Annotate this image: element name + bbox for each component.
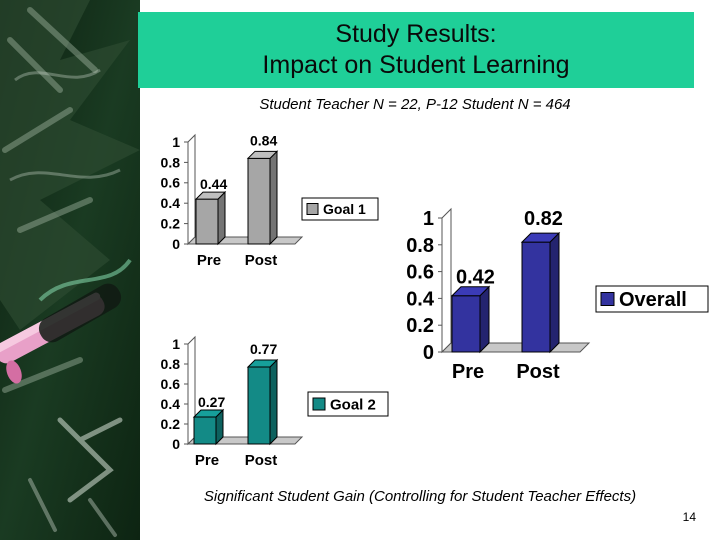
chart-goal2-ytick-label: 1 <box>172 336 180 352</box>
chart-overall-bar-top <box>520 232 561 243</box>
chart-overall-data-label: 0.82 <box>524 208 563 230</box>
title-banner: Study Results: Impact on Student Learnin… <box>138 12 694 88</box>
chart-goal1-data-label: 0.84 <box>250 132 277 148</box>
chart-goal2-bar-top <box>192 409 225 418</box>
chart-goal1-bar-post <box>247 157 271 245</box>
chart-goal2-bar-pre <box>193 416 217 445</box>
chart-goal2-bar-post <box>247 366 271 445</box>
chart-overall-bar-side <box>479 285 490 354</box>
chart-goal1-ytick-label: 0.8 <box>161 154 181 170</box>
chart-goal2-ytick-label: 0.2 <box>161 416 181 432</box>
chart-goal2-bar-top <box>246 359 279 368</box>
chart-goal1-bar-pre <box>195 198 219 245</box>
chart-goal1-ytick-label: 0 <box>172 236 180 252</box>
chart-goal1-category-label: Pre <box>197 252 221 269</box>
chart-overall-bar-top <box>450 286 491 297</box>
chalkboard-decoration <box>0 0 140 540</box>
chart-overall-ytick-label: 0.4 <box>406 288 435 310</box>
chart-goal1-ytick-label: 0.2 <box>161 216 181 232</box>
chart-overall-legend <box>595 285 709 313</box>
chart-goal2-bar-side <box>269 358 278 446</box>
slide-subtitle: Student Teacher N = 22, P-12 Student N =… <box>259 96 571 113</box>
chart-goal2-category-label: Pre <box>195 452 219 469</box>
chart-goal1-data-label: 0.44 <box>200 176 227 192</box>
chart-goal1-category-label: Post <box>245 252 278 269</box>
chart-goal2-category-label: Post <box>245 452 278 469</box>
chart-goal2-data-label: 0.27 <box>198 394 225 410</box>
chart-goal2-ytick-label: 0.4 <box>161 396 181 412</box>
chart-goal1-bar-top <box>246 150 279 159</box>
chart-goal2-data-label: 0.77 <box>250 341 277 357</box>
chart-overall-ytick-label: 0 <box>423 342 434 364</box>
chart-goal2-legend-label: Goal 2 <box>330 396 376 413</box>
overall-chart: 0 0.2 0.4 0.6 0.8 1 0.42 Pre 0.82 Post Overall <box>406 207 709 383</box>
footer-note: Significant Student Gain (Controlling fo… <box>203 488 637 505</box>
chart-goal1-ytick-label: 0.6 <box>161 175 181 191</box>
chart-goal1-legend-swatch <box>306 203 319 215</box>
chart-goal2-ytick-label: 0.6 <box>161 376 181 392</box>
chart-overall-bar-pre <box>451 295 481 353</box>
slide-title-line-2: Impact on Student Learning <box>262 51 570 79</box>
chart-goal2-ytick-label: 0.8 <box>161 356 181 372</box>
chart-goal2-legend-swatch <box>312 397 326 411</box>
chart-goal2-ytick-label: 0 <box>172 436 180 452</box>
chart-goal1-legend <box>301 197 379 221</box>
chart-goal1-legend-label: Goal 1 <box>323 201 366 217</box>
chart-overall-side-wall <box>441 207 452 354</box>
chart-goal1-ytick-label: 0.4 <box>161 195 181 211</box>
slide-title-line-1: Study Results: <box>335 20 497 48</box>
chart-overall-legend-swatch <box>600 292 615 306</box>
goal-2-chart: 0 0.2 0.4 0.6 0.8 1 0.27 Pre 0.77 Post Goal 2 <box>161 335 389 469</box>
chart-overall-data-label: 0.42 <box>456 267 495 289</box>
goal-1-chart: 0 0.2 0.4 0.6 0.8 1 0.44 Pre 0.84 Post Goal 1 <box>161 132 379 269</box>
chart-overall-ytick-label: 0.2 <box>406 315 434 337</box>
chart-overall-bar-side <box>549 231 560 354</box>
chart-overall-legend-label: Overall <box>619 289 687 311</box>
chart-goal1-ytick-label: 1 <box>172 134 180 150</box>
chart-overall-ytick-label: 0.8 <box>406 235 434 257</box>
chart-overall-category-label: Post <box>516 361 560 383</box>
chart-goal1-side-wall <box>187 133 196 246</box>
chart-overall-bar-post <box>521 241 551 353</box>
chart-overall-ytick-label: 0.6 <box>406 262 434 284</box>
chart-goal1-bar-side <box>217 190 226 246</box>
chart-goal1-bar-side <box>269 150 278 246</box>
chart-overall-ytick-label: 1 <box>423 208 434 230</box>
page-number: 14 <box>682 510 696 524</box>
chart-overall-category-label: Pre <box>452 361 484 383</box>
chart-goal1-bar-top <box>194 191 227 200</box>
